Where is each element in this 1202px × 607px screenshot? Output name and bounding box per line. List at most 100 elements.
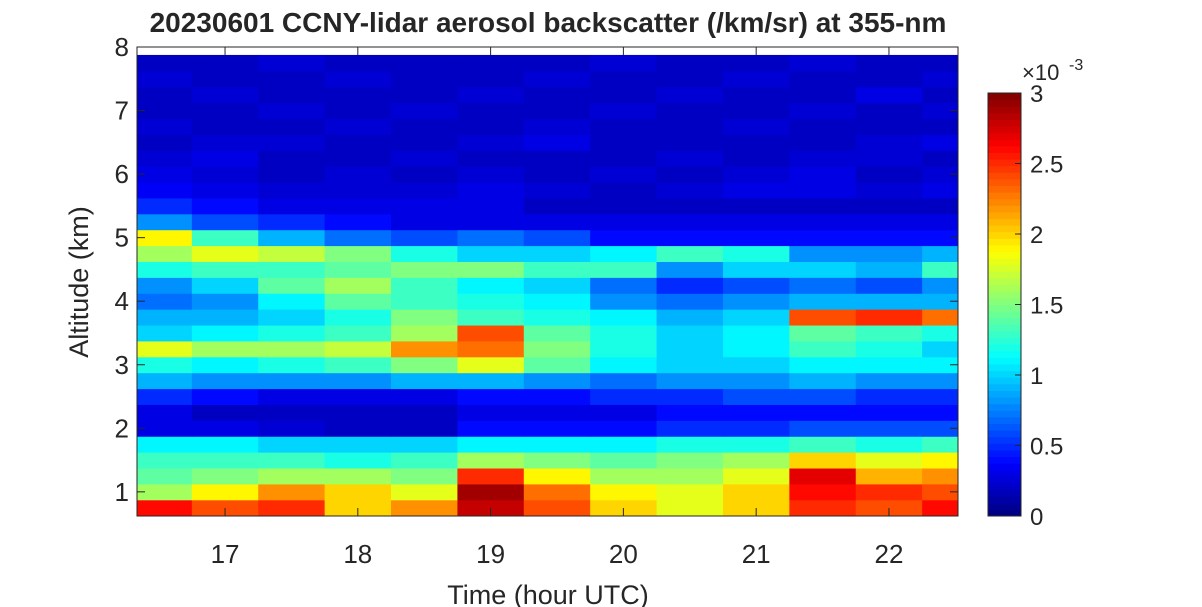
colorbar-step: [988, 509, 1021, 517]
heat-cell: [258, 420, 326, 437]
heat-cell: [855, 245, 923, 262]
heat-cell: [523, 118, 591, 135]
colorbar-step: [988, 192, 1021, 200]
heat-cell: [656, 293, 724, 310]
heat-cell: [922, 277, 958, 294]
colorbar-step: [988, 291, 1021, 299]
heat-cell: [789, 166, 857, 183]
heat-cell: [922, 388, 958, 405]
heat-cell: [922, 229, 958, 247]
heat-cell: [922, 70, 958, 88]
heat-cell: [523, 483, 591, 501]
colorbar-tick-label: 1.5: [1030, 293, 1063, 320]
heat-cell: [656, 229, 724, 247]
colorbar-step: [988, 489, 1021, 497]
heat-cell: [258, 213, 326, 231]
heat-cell: [457, 134, 525, 151]
heat-cell: [722, 436, 790, 453]
heat-cell: [258, 388, 326, 405]
heat-cell: [137, 293, 193, 310]
colorbar-step: [988, 344, 1021, 352]
heat-cell: [656, 277, 724, 294]
heat-cell: [656, 325, 724, 342]
heat-cell: [922, 261, 958, 278]
heat-cell: [137, 102, 193, 119]
heat-cell: [722, 404, 790, 421]
heat-cell: [523, 166, 591, 183]
colorbar-step: [988, 211, 1021, 220]
heat-cell: [523, 452, 591, 469]
heat-cell: [789, 372, 857, 390]
heat-cell: [137, 54, 193, 72]
heat-cell: [855, 309, 923, 326]
heat-cell: [722, 340, 790, 358]
heat-cell: [391, 309, 458, 326]
heat-cell: [137, 213, 193, 231]
heat-cell: [457, 229, 525, 247]
heat-cell: [258, 245, 326, 262]
heat-cell: [722, 499, 790, 516]
y-tick-label: 2: [115, 413, 129, 443]
colorbar-multiplier: ×10: [1022, 60, 1059, 85]
heat-cell: [590, 245, 658, 262]
heat-cell: [324, 261, 392, 278]
heat-cell: [391, 436, 458, 453]
heat-cell: [789, 468, 857, 485]
heat-cell: [789, 213, 857, 231]
heat-cell: [324, 452, 392, 469]
heat-cell: [324, 182, 392, 199]
heat-cell: [191, 468, 259, 485]
heat-cell: [137, 340, 193, 358]
heat-cell: [722, 388, 790, 405]
heat-cell: [922, 102, 958, 119]
colorbar-step: [988, 152, 1021, 160]
heat-cell: [855, 388, 923, 405]
heat-cell: [789, 70, 857, 88]
heat-cell: [590, 404, 658, 421]
heat-cell: [656, 150, 724, 167]
heat-cell: [722, 420, 790, 437]
heat-cell: [391, 245, 458, 262]
heat-cell: [324, 245, 392, 262]
colorbar-tick-label: 2.5: [1030, 152, 1063, 179]
chart-title: 20230601 CCNY-lidar aerosol backscatter …: [150, 7, 947, 38]
heat-cell: [391, 197, 458, 215]
heat-cell: [324, 166, 392, 183]
heat-cell: [137, 261, 193, 278]
heat-cell: [457, 356, 525, 374]
colorbar-step: [988, 416, 1021, 424]
heat-cell: [457, 468, 525, 485]
heat-cell: [590, 340, 658, 358]
heat-cell: [656, 197, 724, 215]
heat-cell: [324, 229, 392, 247]
heat-cell: [324, 293, 392, 310]
heat-cell: [457, 102, 525, 119]
heat-cell: [457, 452, 525, 469]
colorbar-tick-label: 0: [1030, 504, 1043, 531]
colorbar-step: [988, 297, 1021, 305]
heat-cell: [137, 166, 193, 183]
heat-cell: [137, 499, 193, 516]
heat-cell: [137, 452, 193, 469]
heat-cell: [855, 54, 923, 72]
heat-cell: [789, 309, 857, 326]
heat-cell: [324, 277, 392, 294]
heat-cell: [191, 182, 259, 199]
y-tick-label: 6: [115, 159, 129, 189]
colorbar-step: [988, 165, 1021, 173]
heat-cell: [523, 372, 591, 390]
heat-cell: [922, 483, 958, 501]
heat-cell: [258, 150, 326, 167]
heat-cell: [855, 372, 923, 390]
heat-cell: [590, 293, 658, 310]
heat-cell: [258, 499, 326, 516]
colorbar-step: [988, 363, 1021, 372]
colorbar-step: [988, 324, 1021, 332]
heat-cell: [656, 483, 724, 501]
heat-cell: [137, 134, 193, 151]
heat-cell: [191, 452, 259, 469]
heat-cell: [789, 150, 857, 167]
colorbar-step: [988, 463, 1021, 471]
heat-cell: [191, 325, 259, 342]
heat-cell: [137, 468, 193, 485]
